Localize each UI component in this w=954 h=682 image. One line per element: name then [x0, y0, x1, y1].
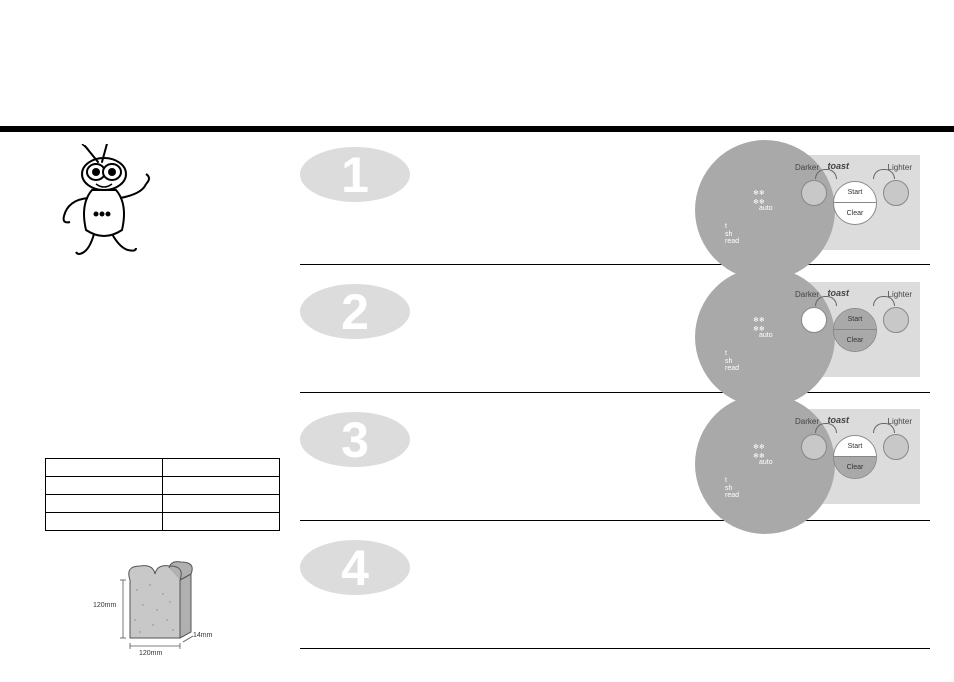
- auto-label: auto: [759, 459, 773, 466]
- start-half[interactable]: Start: [834, 309, 876, 330]
- start-half[interactable]: Start: [834, 436, 876, 457]
- bread-label: tshread: [725, 223, 739, 246]
- table-row: [46, 477, 280, 495]
- start-half[interactable]: Start: [834, 182, 876, 203]
- clear-half[interactable]: Clear: [834, 203, 876, 224]
- darker-label: Darker: [795, 290, 819, 299]
- lighter-knob[interactable]: [883, 307, 909, 333]
- bread-thickness-label: 14mm: [193, 632, 212, 639]
- auto-label: auto: [759, 205, 773, 212]
- bread-width-label: 120mm: [139, 650, 162, 657]
- step-2-divider: [300, 392, 930, 393]
- robot-mascot: [50, 144, 170, 264]
- start-clear-button[interactable]: Start Clear: [833, 435, 877, 479]
- step-4-divider: [300, 648, 930, 649]
- darker-label: Darker: [795, 417, 819, 426]
- darker-label: Darker: [795, 163, 819, 172]
- clear-half[interactable]: Clear: [834, 457, 876, 478]
- bread-height-label: 120mm: [93, 602, 116, 609]
- control-panel-step-2: ❄❄ ❄❄ auto tshread Darker toast Lighter …: [725, 282, 920, 377]
- table-row: [46, 513, 280, 531]
- darker-knob[interactable]: [801, 180, 827, 206]
- control-panel-step-3: ❄❄ ❄❄ auto tshread Darker toast Lighter …: [725, 409, 920, 504]
- table-row: [46, 459, 280, 477]
- bread-label: tshread: [725, 477, 739, 500]
- start-clear-button[interactable]: Start Clear: [833, 308, 877, 352]
- defrost-icon: ❄❄: [753, 190, 765, 197]
- step-3-number: 3: [341, 415, 369, 465]
- defrost-icon: ❄❄: [753, 317, 765, 324]
- darker-knob[interactable]: [801, 434, 827, 460]
- step-2-number: 2: [341, 287, 369, 337]
- step-2-oval: 2: [300, 284, 410, 339]
- clear-half[interactable]: Clear: [834, 330, 876, 351]
- lighter-knob[interactable]: [883, 180, 909, 206]
- table-row: [46, 495, 280, 513]
- specification-table: [45, 458, 280, 531]
- step-3-oval: 3: [300, 412, 410, 467]
- start-clear-button[interactable]: Start Clear: [833, 181, 877, 225]
- bread-label: tshread: [725, 350, 739, 373]
- step-3-divider: [300, 520, 930, 521]
- bread-slice-diagram: 120mm 120mm 14mm: [105, 560, 235, 670]
- step-1-divider: [300, 264, 930, 265]
- step-4-oval: 4: [300, 540, 410, 595]
- control-panel-step-1: ❄❄ ❄❄ auto tshread Darker toast Lighter …: [725, 155, 920, 250]
- defrost-icon: ❄❄: [753, 444, 765, 451]
- step-4-number: 4: [341, 543, 369, 593]
- lighter-knob[interactable]: [883, 434, 909, 460]
- page-divider-bar: [0, 126, 954, 132]
- step-1-number: 1: [341, 150, 369, 200]
- step-1-oval: 1: [300, 147, 410, 202]
- auto-label: auto: [759, 332, 773, 339]
- darker-knob[interactable]: [801, 307, 827, 333]
